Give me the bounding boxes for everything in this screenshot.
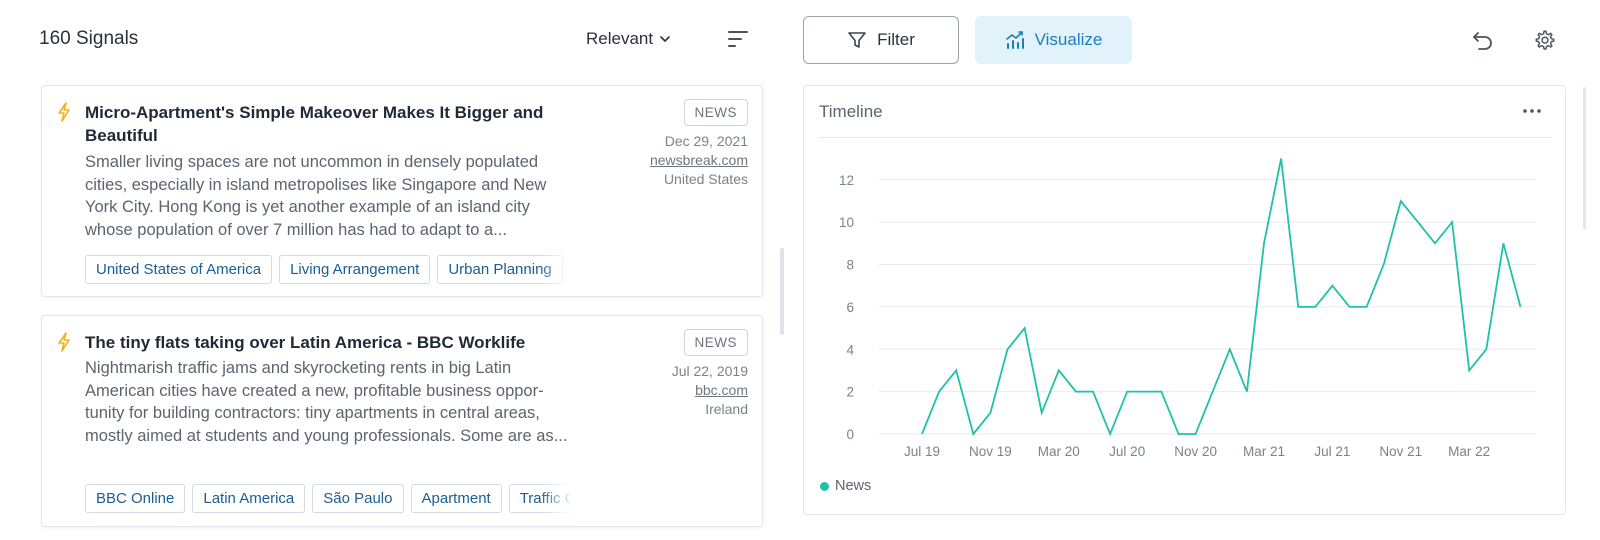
filter-icon	[848, 32, 866, 48]
x-tick-label: Jul 20	[1109, 444, 1145, 459]
bolt-icon	[58, 102, 70, 122]
signal-country: United States	[663, 171, 748, 187]
y-tick-label: 2	[846, 385, 854, 400]
filter-button-label: Filter	[877, 30, 915, 49]
chart-legend[interactable]: News	[820, 478, 871, 494]
type-badge: NEWS	[683, 99, 748, 126]
chevron-down-icon	[660, 36, 670, 42]
signal-meta: Jul 22, 2019 bbc.com Ireland	[672, 362, 748, 419]
tag-chip[interactable]: São Paulo	[312, 484, 404, 513]
sort-icon[interactable]	[728, 30, 748, 48]
panel-title: Timeline	[819, 102, 883, 121]
x-tick-label: Jul 19	[904, 444, 940, 459]
x-tick-label: Mar 22	[1448, 444, 1490, 459]
signals-count: 160 Signals	[39, 28, 139, 49]
signal-meta: Dec 29, 2021 newsbreak.com United States	[650, 132, 748, 189]
timeline-panel: Timeline 0 2 4 6 8 10 12 Jul 19 Nov 19 Mar 20 Jul …	[803, 85, 1566, 515]
legend-label: News	[835, 478, 872, 494]
tag-chip[interactable]: BBC Online	[85, 484, 186, 513]
tag-chip[interactable]: United States of America	[85, 255, 273, 284]
x-tick-label: Nov 20	[1174, 444, 1217, 459]
x-tick-label: Mar 20	[1038, 444, 1080, 459]
x-tick-label: Nov 19	[969, 444, 1012, 459]
visualize-button[interactable]: Visualize	[975, 16, 1132, 64]
y-tick-label: 6	[846, 300, 854, 315]
tags-fade	[540, 255, 574, 285]
y-tick-label: 8	[846, 258, 854, 273]
gear-icon[interactable]	[1534, 29, 1556, 51]
tag-list: BBC Online Latin America São Paulo Apart…	[85, 484, 570, 513]
panel-divider	[819, 137, 1551, 138]
signal-date: Jul 22, 2019	[671, 363, 748, 379]
source-link[interactable]: bbc.com	[695, 382, 748, 398]
x-tick-label: Nov 21	[1379, 444, 1422, 459]
signal-card[interactable]: Micro-Apartment's Simple Makeover Makes …	[41, 85, 763, 297]
sort-dropdown-label: Relevant	[586, 29, 654, 48]
tag-chip[interactable]: Latin America	[192, 484, 306, 513]
signal-country: Ireland	[705, 401, 748, 417]
x-tick-label: Mar 21	[1243, 444, 1285, 459]
signal-description: Smaller living spaces are not uncommon i…	[85, 153, 547, 239]
timeline-chart: 0 2 4 6 8 10 12 Jul 19 Nov 19 Mar 20 Jul 20 Nov 20 M…	[839, 158, 1536, 459]
tag-list: United States of America Living Arrangem…	[85, 255, 570, 284]
y-tick-label: 12	[839, 173, 854, 188]
visualize-button-label: Visualize	[1034, 30, 1103, 49]
filter-button[interactable]: Filter	[803, 16, 959, 64]
sort-dropdown[interactable]: Relevant	[586, 29, 671, 49]
undo-icon[interactable]	[1472, 29, 1494, 51]
source-link[interactable]: newsbreak.com	[649, 152, 748, 168]
signal-date: Dec 29, 2021	[664, 133, 748, 149]
signal-description: Nightmarish traffic jams and skyrocketin…	[85, 359, 568, 445]
signal-title[interactable]: Micro-Apartment's Simple Makeover Makes …	[85, 103, 544, 145]
signal-title[interactable]: The tiny flats taking over Latin America…	[85, 333, 526, 352]
y-tick-label: 10	[839, 215, 854, 230]
chart-icon	[1005, 31, 1024, 49]
x-tick-label: Jul 21	[1314, 444, 1350, 459]
bolt-icon	[58, 332, 70, 352]
y-tick-label: 0	[846, 427, 854, 442]
y-tick-label: 4	[846, 342, 854, 357]
series-line-news	[921, 158, 1522, 437]
tag-chip[interactable]: Living Arrangement	[279, 255, 431, 284]
signal-card[interactable]: The tiny flats taking over Latin America…	[41, 315, 763, 527]
tag-chip[interactable]: Apartment	[410, 484, 502, 513]
more-icon[interactable]	[1521, 104, 1543, 118]
tags-fade	[540, 484, 574, 514]
list-scrollbar[interactable]	[780, 248, 784, 335]
legend-swatch	[820, 481, 829, 491]
type-badge: NEWS	[683, 329, 748, 356]
panel-scrollbar[interactable]	[1583, 87, 1586, 229]
